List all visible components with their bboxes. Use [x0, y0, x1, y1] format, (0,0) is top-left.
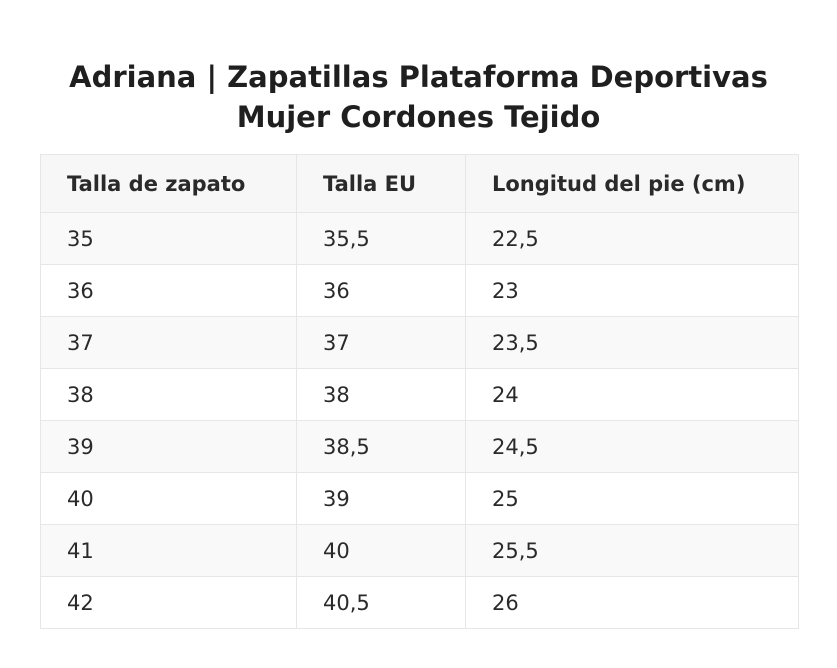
cell-shoe-size: 35 [40, 212, 297, 265]
cell-shoe-size: 36 [40, 264, 297, 317]
cell-shoe-size: 42 [40, 576, 297, 629]
cell-eu-size: 38,5 [296, 420, 466, 473]
table-row: 37 37 23,5 [40, 316, 799, 369]
cell-eu-size: 39 [296, 472, 466, 525]
cell-foot-length: 23 [465, 264, 799, 317]
cell-shoe-size: 37 [40, 316, 297, 369]
table-row: 35 35,5 22,5 [40, 212, 799, 265]
cell-foot-length: 24,5 [465, 420, 799, 473]
cell-shoe-size: 41 [40, 524, 297, 577]
table-row: 36 36 23 [40, 264, 799, 317]
title-line-2: Mujer Cordones Tejido [236, 100, 601, 135]
table-row: 42 40,5 26 [40, 576, 799, 629]
cell-eu-size: 40 [296, 524, 466, 577]
table-row: 40 39 25 [40, 472, 799, 525]
cell-foot-length: 25,5 [465, 524, 799, 577]
cell-shoe-size: 39 [40, 420, 297, 473]
page-title: Adriana | Zapatillas Plataforma Deportiv… [0, 57, 837, 137]
title-line-1: Adriana | Zapatillas Plataforma Deportiv… [69, 60, 768, 95]
table-row: 39 38,5 24,5 [40, 420, 799, 473]
cell-eu-size: 40,5 [296, 576, 466, 629]
table-row: 38 38 24 [40, 368, 799, 421]
cell-eu-size: 38 [296, 368, 466, 421]
cell-eu-size: 35,5 [296, 212, 466, 265]
cell-foot-length: 22,5 [465, 212, 799, 265]
header-foot-length: Longitud del pie (cm) [465, 154, 799, 213]
cell-foot-length: 24 [465, 368, 799, 421]
cell-foot-length: 26 [465, 576, 799, 629]
cell-foot-length: 25 [465, 472, 799, 525]
size-chart-table: Talla de zapato Talla EU Longitud del pi… [40, 154, 799, 629]
cell-shoe-size: 40 [40, 472, 297, 525]
cell-shoe-size: 38 [40, 368, 297, 421]
table-row: 41 40 25,5 [40, 524, 799, 577]
cell-eu-size: 36 [296, 264, 466, 317]
cell-foot-length: 23,5 [465, 316, 799, 369]
header-shoe-size: Talla de zapato [40, 154, 297, 213]
table-header-row: Talla de zapato Talla EU Longitud del pi… [40, 154, 799, 213]
cell-eu-size: 37 [296, 316, 466, 369]
header-eu-size: Talla EU [296, 154, 466, 213]
